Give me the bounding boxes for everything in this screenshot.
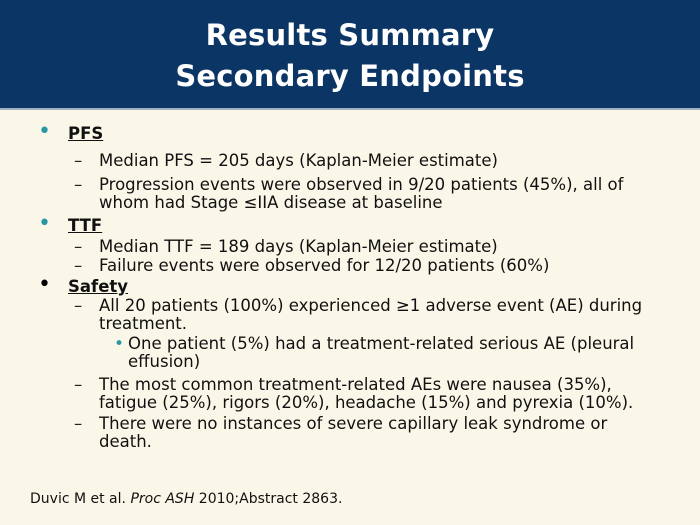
slide-title-line1: Results Summary <box>205 18 495 52</box>
slide-title-line2: Secondary Endpoints <box>175 59 525 93</box>
bullet-icon: • <box>38 211 51 236</box>
sub-bullet-icon: • <box>114 334 125 354</box>
safety-subitem-serious-ae-line1: One patient (5%) had a treatment-related… <box>128 334 635 353</box>
section-heading-pfs: PFS <box>68 124 104 143</box>
pfs-item-progression-line2: whom had Stage ≤IIA disease at baseline <box>99 193 443 212</box>
section-heading-ttf: TTF <box>68 216 103 235</box>
safety-item-no-capillary-leak-line1: There were no instances of severe capill… <box>99 414 608 433</box>
citation-journal: Proc ASH <box>130 491 195 507</box>
dash-icon: – <box>74 237 83 256</box>
citation: Duvic M et al. Proc ASH 2010;Abstract 28… <box>30 490 342 508</box>
title-bar: Results Summary Secondary Endpoints <box>0 0 700 110</box>
safety-subitem-serious-ae-line2: effusion) <box>128 352 201 371</box>
citation-authors: Duvic M et al. <box>30 491 126 507</box>
safety-item-common-aes-line1: The most common treatment-related AEs we… <box>99 375 612 394</box>
safety-item-common-aes-line2: fatigue (25%), rigors (20%), headache (1… <box>99 393 634 412</box>
dash-icon: – <box>74 375 83 394</box>
dash-icon: – <box>74 256 83 275</box>
pfs-item-median: Median PFS = 205 days (Kaplan-Meier esti… <box>99 151 498 170</box>
bullet-icon: • <box>38 119 51 144</box>
bullet-icon: • <box>38 272 51 297</box>
dash-icon: – <box>74 175 83 194</box>
dash-icon: – <box>74 296 83 315</box>
citation-details: 2010;Abstract 2863. <box>198 491 343 507</box>
section-heading-safety: Safety <box>68 277 129 296</box>
safety-item-all-patients-line2: treatment. <box>99 314 188 333</box>
pfs-item-progression-line1: Progression events were observed in 9/20… <box>99 175 624 194</box>
dash-icon: – <box>74 151 83 170</box>
safety-item-all-patients-line1: All 20 patients (100%) experienced ≥1 ad… <box>99 296 643 315</box>
dash-icon: – <box>74 414 83 433</box>
safety-item-no-capillary-leak-line2: death. <box>99 432 152 451</box>
ttf-item-failure: Failure events were observed for 12/20 p… <box>99 256 550 275</box>
ttf-item-median: Median TTF = 189 days (Kaplan-Meier esti… <box>99 237 498 256</box>
